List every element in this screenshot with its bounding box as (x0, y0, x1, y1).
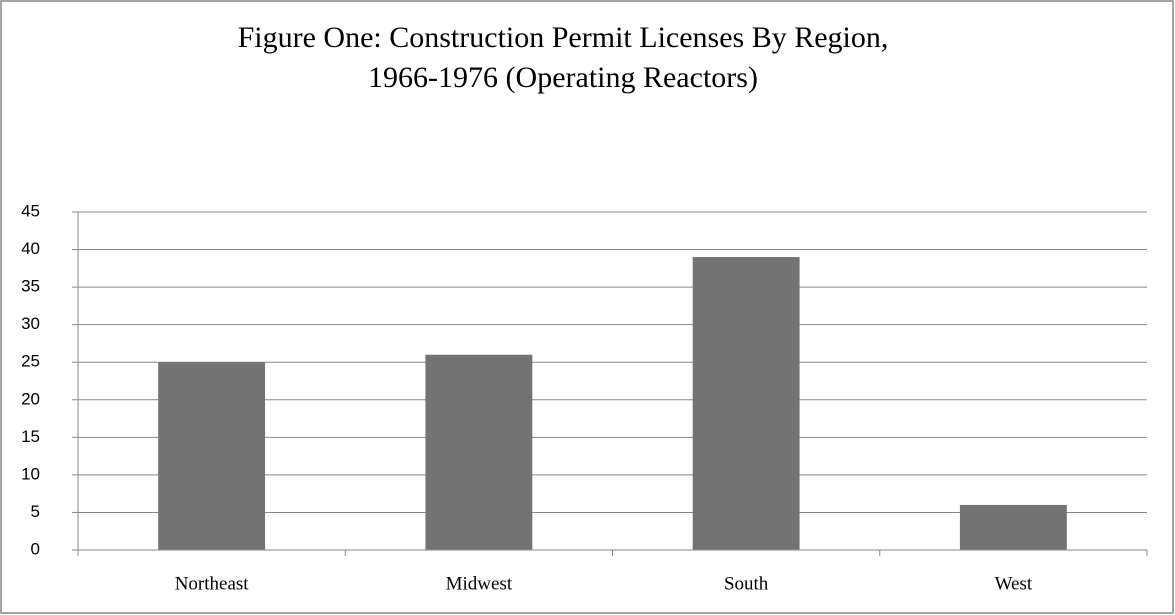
y-tick-label: 0 (31, 539, 40, 558)
y-tick-label: 10 (21, 464, 40, 483)
bar (959, 504, 1067, 550)
bar (692, 257, 800, 550)
x-tick-label: South (724, 573, 769, 594)
y-tick-label: 45 (21, 201, 40, 220)
chart-title: Figure One: Construction Permit Licenses… (238, 21, 889, 54)
y-tick-label: 35 (21, 277, 40, 296)
x-tick-label: West (995, 573, 1033, 594)
y-tick-label: 40 (21, 239, 40, 258)
y-tick-label: 30 (21, 314, 40, 333)
bar (425, 354, 533, 550)
x-tick-label: Midwest (446, 573, 513, 594)
y-tick-label: 5 (31, 502, 40, 521)
chart-title: 1966-1976 (Operating Reactors) (368, 61, 758, 94)
y-tick-label: 25 (21, 352, 40, 371)
y-tick-label: 20 (21, 389, 40, 408)
bar (158, 362, 266, 550)
x-tick-label: Northeast (175, 573, 250, 594)
y-tick-label: 15 (21, 427, 40, 446)
